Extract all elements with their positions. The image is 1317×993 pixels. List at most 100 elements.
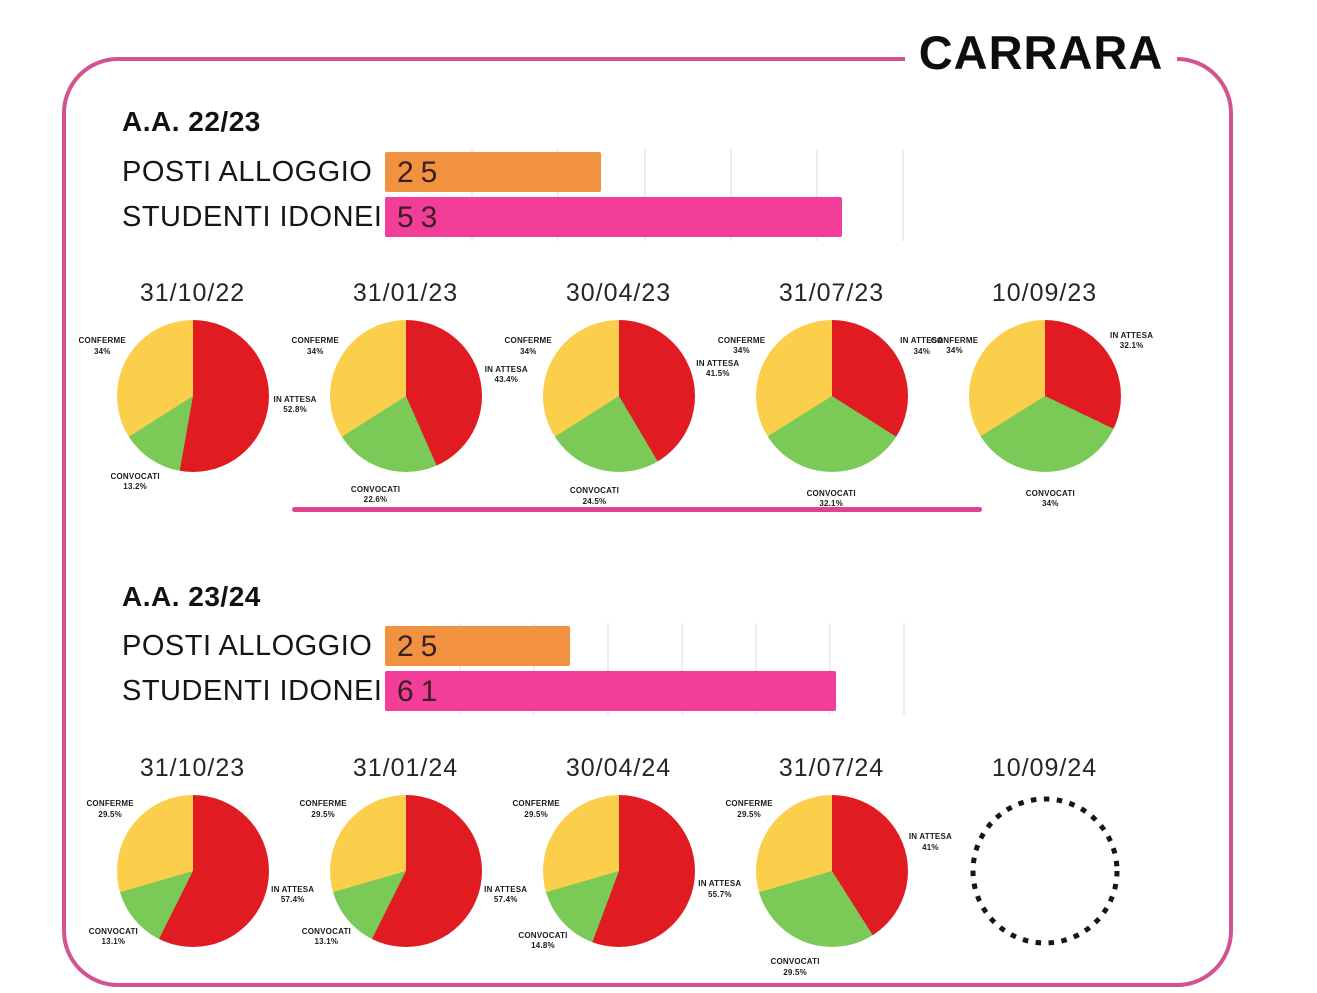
- bar-label: STUDENTI IDONEI: [122, 201, 383, 233]
- bar-row: STUDENTI IDONEI 53: [122, 197, 1232, 237]
- pie-body: [938, 785, 1151, 946]
- pie-slice-label: CONFERME 34%: [78, 336, 126, 356]
- pie-slice-label: IN ATTESA 55.7%: [698, 879, 742, 899]
- axis-gridline: [681, 623, 683, 715]
- pie-chart: 31/10/23 IN ATTESA 57.4% CONVOCATI 13.1% CONF…: [86, 751, 314, 947]
- pie-slice-label: CONFERME 29.5%: [299, 799, 347, 819]
- pie-slice-label: IN ATTESA 34%: [900, 336, 944, 356]
- pie-date-title: 31/10/23: [139, 754, 246, 782]
- bar-label: POSTI ALLOGGIO: [122, 630, 373, 662]
- pie-slice-label: CONFERME 29.5%: [512, 799, 560, 819]
- section-divider: [292, 507, 982, 512]
- pie-chart: 10/09/23 IN ATTESA 32.1% CONVOCATI 34% CONFER…: [931, 276, 1153, 508]
- bar-row: POSTI ALLOGGIO 25: [122, 152, 1232, 192]
- pie-circle: [542, 320, 695, 472]
- pie-slice-label: CONVOCATI 13.2%: [110, 471, 160, 491]
- bar-chart-aa-22-23: POSTI ALLOGGIO 25 STUDENTI IDONEI 53: [122, 149, 1232, 241]
- placeholder-dotted-circle-icon: [970, 796, 1119, 946]
- pie-body: IN ATTESA 57.4% CONVOCATI 13.1% CONFERME 29.5…: [86, 785, 314, 947]
- pie-date-title: 30/04/24: [565, 754, 672, 782]
- bar-label: STUDENTI IDONEI: [122, 675, 383, 707]
- page-title: CARRARA: [905, 26, 1177, 80]
- bar-value: 25: [397, 156, 445, 189]
- pie-circle: [968, 320, 1121, 472]
- pie-circle: [542, 795, 695, 947]
- bar: 53: [385, 197, 842, 237]
- bar-row: STUDENTI IDONEI 61: [122, 671, 1232, 711]
- pie-circle: [116, 320, 269, 472]
- axis-gridline: [816, 149, 818, 241]
- pie-body: IN ATTESA 52.8% CONVOCATI 13.2% CONFERME 34%: [79, 310, 316, 491]
- pie-chart: 30/04/24 IN ATTESA 55.7% CONVOCATI 14.8% CONF…: [512, 751, 741, 950]
- pie-chart: 31/07/24 IN ATTESA 41% CONVOCATI 29.5% CONFER…: [725, 751, 952, 977]
- card-frame: [62, 57, 1233, 987]
- pie-slice-label: CONVOCATI 22.6%: [350, 484, 401, 504]
- pie-slice-label: IN ATTESA 43.4%: [484, 364, 528, 385]
- axis-gridline: [902, 149, 905, 241]
- pie-chart: 30/04/23 IN ATTESA 41.5% CONVOCATI 24.5% CONF…: [505, 276, 740, 506]
- axis-gridline: [903, 623, 905, 715]
- axis-gridline: [829, 623, 831, 715]
- pie-body: IN ATTESA 41% CONVOCATI 29.5% CONFERME 29.5%: [725, 785, 952, 977]
- pie-circle: [755, 795, 908, 947]
- pie-slice-label: IN ATTESA 41.5%: [696, 358, 740, 379]
- axis-gridline: [533, 623, 535, 715]
- bar-value: 25: [397, 630, 445, 663]
- axis-gridline: [729, 149, 732, 241]
- pie-slice-label: IN ATTESA 52.8%: [273, 395, 317, 415]
- pie-slice-label: IN ATTESA 32.1%: [1110, 331, 1154, 351]
- pie-slice-label: CONFERME 29.5%: [86, 799, 134, 819]
- pie-slice-label: CONFERME 34%: [504, 336, 552, 356]
- pie-chart: 31/07/23 IN ATTESA 34% CONVOCATI 32.1% CONFER…: [718, 276, 943, 508]
- axis-gridline: [643, 149, 646, 241]
- pie-circle: [329, 795, 482, 947]
- bar: 61: [385, 671, 837, 711]
- pie-slice-label: IN ATTESA 41%: [908, 832, 952, 852]
- pie-body: IN ATTESA 55.7% CONVOCATI 14.8% CONFERME 29.5…: [512, 785, 741, 950]
- pie-slice-label: CONFERME 29.5%: [725, 799, 773, 819]
- pie-date-title: 31/07/24: [778, 754, 885, 782]
- pie-date-title: 10/09/24: [991, 754, 1098, 782]
- pie-date-title: 31/01/23: [352, 279, 459, 307]
- section-heading-aa-22-23: A.A. 22/23: [122, 106, 261, 137]
- pie-chart: 10/09/24: [938, 751, 1151, 946]
- axis-gridline: [471, 149, 474, 241]
- bar-chart-aa-23-24: POSTI ALLOGGIO 25 STUDENTI IDONEI 61: [122, 623, 1232, 715]
- pie-slice-label: CONVOCATI 29.5%: [770, 957, 820, 977]
- bar-value: 53: [397, 201, 445, 234]
- pie-slice-label: CONFERME 34%: [930, 335, 979, 356]
- pie-slice-label: CONVOCATI 24.5%: [569, 486, 620, 506]
- pie-slice-label: IN ATTESA 57.4%: [484, 884, 528, 905]
- pie-row-aa-23-24: 31/10/23 IN ATTESA 57.4% CONVOCATI 13.1% CONF…: [86, 751, 1151, 977]
- axis-gridline: [459, 623, 461, 715]
- pie-circle: [116, 795, 269, 947]
- pie-chart: 31/01/24 IN ATTESA 57.4% CONVOCATI 13.1% CONF…: [299, 751, 527, 947]
- pie-date-title: 31/07/23: [778, 279, 885, 307]
- pie-body: IN ATTESA 34% CONVOCATI 32.1% CONFERME 34%: [718, 310, 943, 508]
- pie-body: IN ATTESA 57.4% CONVOCATI 13.1% CONFERME 29.5…: [299, 785, 527, 947]
- pie-slice-label: CONVOCATI 32.1%: [806, 488, 856, 509]
- pie-circle: [755, 320, 908, 472]
- axis-gridline: [557, 149, 560, 241]
- pie-chart: 31/10/22 IN ATTESA 52.8% CONVOCATI 13.2% CONF…: [79, 276, 317, 491]
- pie-slice-label: IN ATTESA 57.4%: [271, 884, 315, 905]
- section-heading-aa-23-24: A.A. 23/24: [122, 581, 261, 612]
- axis-gridline: [755, 623, 757, 715]
- pie-row-aa-22-23: 31/10/22 IN ATTESA 52.8% CONVOCATI 13.2% CONF…: [79, 276, 1153, 508]
- bar: 25: [385, 626, 570, 666]
- pie-chart: 31/01/23 IN ATTESA 43.4% CONVOCATI 22.6% CONF…: [292, 276, 528, 504]
- bar: 25: [385, 152, 601, 192]
- pie-slice-label: CONVOCATI 13.1%: [88, 926, 138, 947]
- pie-slice-label: CONVOCATI 13.1%: [301, 926, 351, 947]
- pie-date-title: 30/04/23: [565, 279, 672, 307]
- pie-body: IN ATTESA 43.4% CONVOCATI 22.6% CONFERME 34%: [292, 310, 528, 504]
- axis-gridline: [607, 623, 609, 715]
- pie-circle: [329, 320, 482, 472]
- pie-body: IN ATTESA 41.5% CONVOCATI 24.5% CONFERME 34%: [505, 310, 739, 506]
- pie-slice-label: CONFERME 34%: [291, 336, 339, 356]
- pie-slice-label: CONVOCATI 34%: [1025, 488, 1075, 509]
- pie-date-title: 31/01/24: [352, 754, 459, 782]
- bar-value: 61: [397, 675, 445, 708]
- pie-date-title: 31/10/22: [139, 279, 246, 307]
